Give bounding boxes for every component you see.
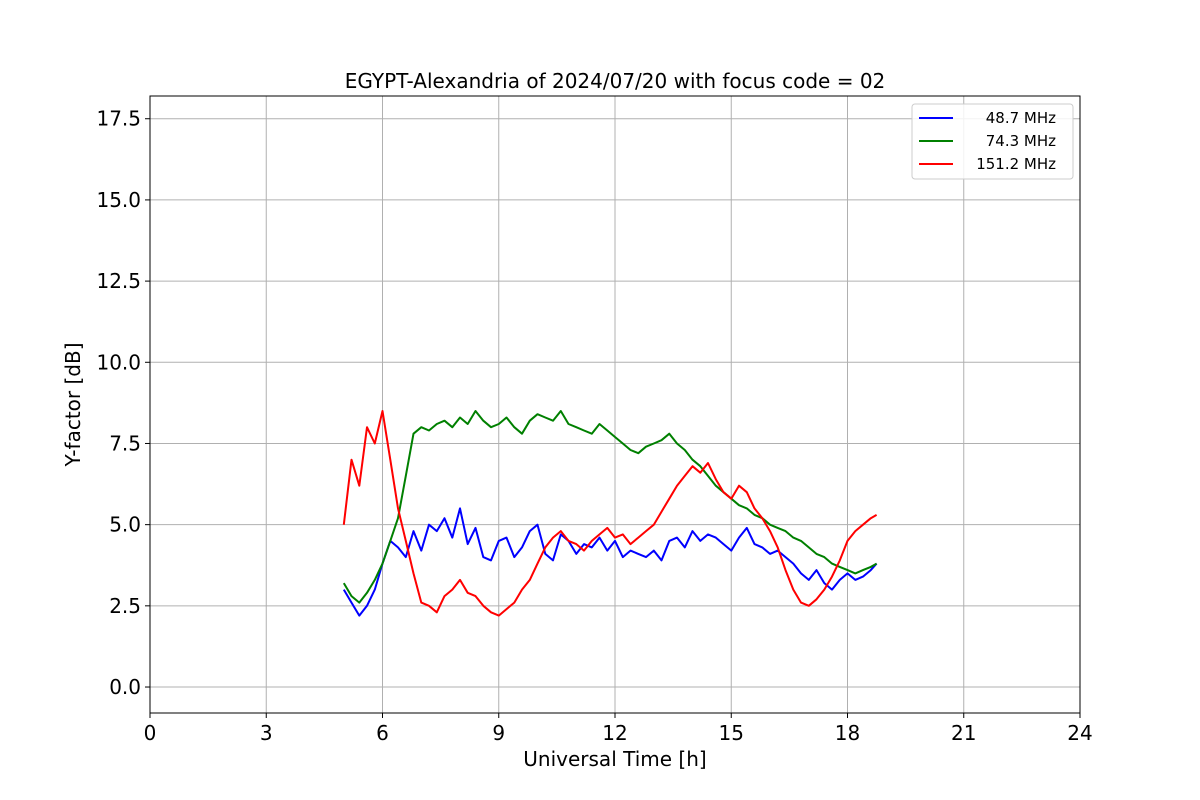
legend-box: [911, 103, 1074, 180]
x-tick-label: 21: [951, 721, 976, 745]
chart-title: EGYPT-Alexandria of 2024/07/20 with focu…: [345, 69, 886, 93]
y-tick-label: 15.0: [96, 188, 141, 212]
legend-label: 74.3 MHz: [986, 132, 1056, 150]
series-line-2: [342, 410, 878, 604]
legend-label: 48.7 MHz: [986, 109, 1056, 127]
series-lines: [342, 410, 878, 617]
y-axis-label: Y-factor [dB]: [61, 342, 85, 467]
x-tick-label: 0: [144, 721, 157, 745]
axis-ticks: 0 3 6 9 12 15 18 21 24 0.0 2.5 5.0 7.5 10.0 12.5 15.0 17…: [96, 107, 1092, 745]
legend-label: 151.2 MHz: [976, 155, 1056, 173]
series-line-3: [342, 410, 878, 617]
legend: 48.7 MHz 74.3 MHz 151.2 MHz: [911, 103, 1074, 180]
y-tick-label: 17.5: [96, 107, 141, 131]
x-tick-label: 24: [1067, 721, 1092, 745]
x-tick-label: 6: [376, 721, 389, 745]
x-axis-label: Universal Time [h]: [523, 747, 706, 771]
y-tick-label: 10.0: [96, 350, 141, 374]
y-tick-label: 7.5: [109, 431, 141, 455]
x-tick-label: 12: [602, 721, 627, 745]
x-tick-label: 9: [492, 721, 505, 745]
x-tick-label: 15: [719, 721, 744, 745]
x-tick-label: 3: [260, 721, 273, 745]
y-tick-label: 5.0: [109, 513, 141, 537]
y-tick-label: 12.5: [96, 269, 141, 293]
y-tick-label: 2.5: [109, 594, 141, 618]
series-line-1: [342, 507, 878, 617]
x-tick-label: 18: [835, 721, 860, 745]
y-tick-label: 0.0: [109, 675, 141, 699]
